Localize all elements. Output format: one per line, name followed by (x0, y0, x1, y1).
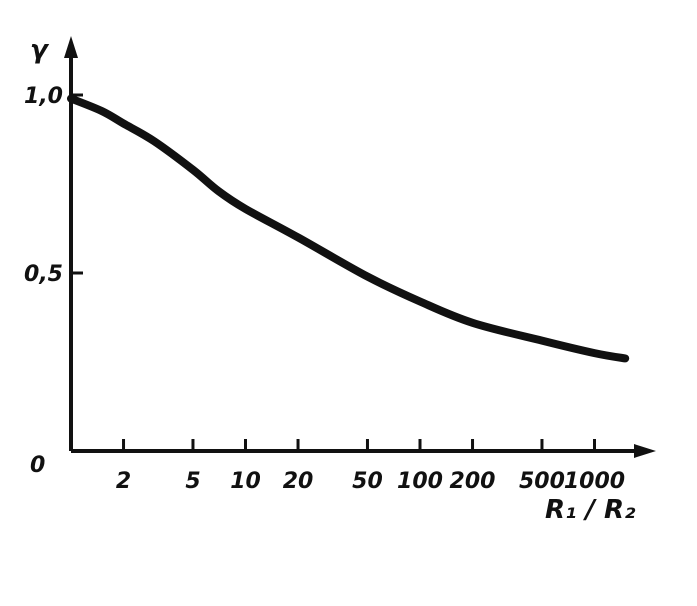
x-tick-label-100: 100 (397, 469, 443, 494)
y-axis-arrow (64, 36, 78, 58)
x-tick-label-1000: 1000 (564, 469, 625, 494)
x-tick-label-500: 500 (519, 469, 565, 494)
x-tick-label-200: 200 (450, 469, 496, 494)
series (67, 94, 630, 363)
axes (64, 36, 656, 458)
origin-label: 0 (30, 453, 45, 478)
x-tick-label-10: 10 (230, 469, 261, 494)
ticks (71, 93, 596, 451)
y-tick-label-1,0: 1,0 (24, 84, 63, 109)
y-axis-label: γ (30, 35, 50, 65)
series-line-0 (67, 94, 630, 363)
x-tick-label-2: 2 (116, 469, 131, 494)
y-tick-label-0,5: 0,5 (24, 262, 63, 287)
x-tick-label-50: 50 (352, 469, 383, 494)
x-axis-arrow (634, 444, 656, 458)
x-tick-label-20: 20 (283, 469, 314, 494)
x-tick-label-5: 5 (185, 469, 200, 494)
x-axis-label: R₁ / R₂ (545, 495, 636, 525)
